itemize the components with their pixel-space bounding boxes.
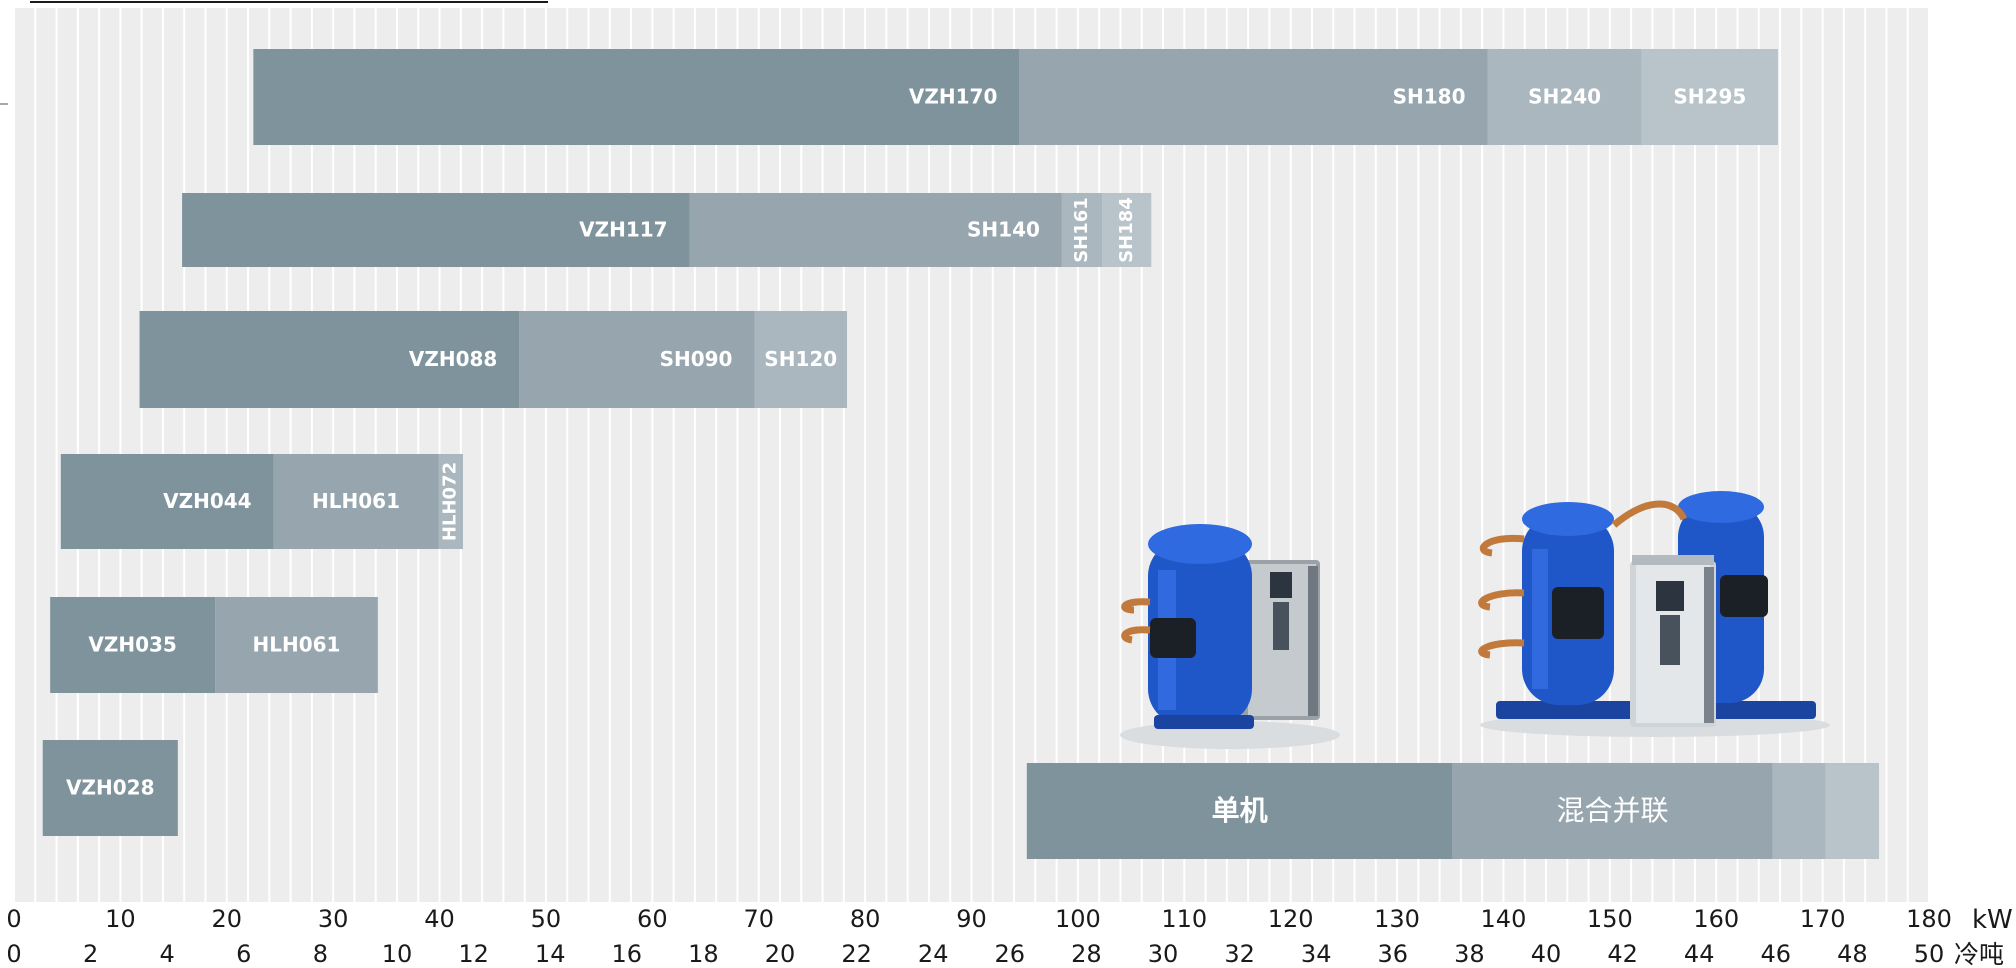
bar-segment-vzh117	[182, 193, 690, 267]
bar-segment-sh161	[1061, 193, 1103, 267]
ton-tick-label: 44	[1684, 940, 1715, 968]
bar-segment-hlh061	[215, 597, 378, 693]
bar-segment-vzh170	[253, 49, 1020, 145]
bar-label-vzh088: VZH088	[409, 347, 497, 371]
ton-tick-label: 32	[1224, 940, 1255, 968]
bar-segment-sh120	[754, 311, 848, 408]
bar-label-sh184: SH184	[1116, 197, 1137, 263]
kw-tick-label: 70	[743, 905, 774, 933]
bar-label-hlh061: HLH061	[312, 489, 400, 513]
legend-swatch	[1825, 763, 1879, 859]
ton-tick-label: 18	[688, 940, 719, 968]
ton-tick-label: 12	[458, 940, 489, 968]
x-axes: 0 10 20 30 40 50 60 70 80 90 100 110 120 130 140 150 160…	[6, 905, 2012, 968]
bar-segment-sh184	[1102, 193, 1152, 267]
bar-label-sh240: SH240	[1528, 85, 1601, 109]
bar-row: VZH170 SH180 SH240 SH295	[253, 49, 1778, 145]
bar-label-sh161: SH161	[1071, 197, 1092, 263]
bar-segment-vzh028	[42, 740, 178, 836]
bar-segment-sh180	[1019, 49, 1488, 145]
bar-row: VZH117 SH140 SH161 SH184	[182, 193, 1152, 267]
ton-tick-label: 14	[535, 940, 566, 968]
bar-label-vzh044: VZH044	[163, 489, 251, 513]
bar-label-vzh170: VZH170	[909, 85, 997, 109]
kw-tick-label: 180	[1906, 905, 1952, 933]
bar-label-sh090: SH090	[660, 347, 733, 371]
kw-tick-label: 100	[1055, 905, 1101, 933]
kw-tick-label: 10	[105, 905, 136, 933]
ton-tick-label: 46	[1761, 940, 1792, 968]
bar-label-sh180: SH180	[1393, 85, 1466, 109]
single-compressor-with-drive-illustration	[1120, 524, 1340, 749]
kw-tick-label: 60	[637, 905, 668, 933]
kw-tick-label: 50	[531, 905, 562, 933]
ton-tick-label: 0	[6, 940, 21, 968]
bar-segment-sh140	[689, 193, 1062, 267]
ton-tick-label: 48	[1837, 940, 1868, 968]
kw-tick-label: 0	[6, 905, 21, 933]
bar-label-sh120: SH120	[764, 347, 837, 371]
ton-tick-label: 50	[1914, 940, 1945, 968]
kw-tick-label: 140	[1481, 905, 1527, 933]
ton-tick-label: 22	[841, 940, 872, 968]
bar-row: VZH028	[42, 740, 178, 836]
bar-segment-vzh044	[60, 454, 274, 549]
bar-segment-vzh035	[50, 597, 216, 693]
kw-tick-label: 30	[318, 905, 349, 933]
kw-tick-label: 80	[850, 905, 881, 933]
kw-tick-label: 170	[1800, 905, 1846, 933]
kw-tick-label: 110	[1161, 905, 1207, 933]
kw-tick-label: 150	[1587, 905, 1633, 933]
legend-swatch	[1026, 763, 1453, 859]
bar-label-vzh028: VZH028	[66, 776, 154, 800]
kw-tick-label: 20	[212, 905, 243, 933]
ton-tick-label: 6	[236, 940, 251, 968]
bar-rows: VZH170 SH180 SH240 SH295 VZH117 SH140 SH161 SH1…	[42, 49, 1778, 836]
chart-legend: 单机 混合并联	[1026, 763, 1879, 859]
kw-tick-label: 130	[1374, 905, 1420, 933]
ton-tick-label: 10	[382, 940, 413, 968]
ton-tick-label: 20	[765, 940, 796, 968]
bar-label-hlh061: HLH061	[252, 633, 340, 657]
kw-unit-label: kW	[1972, 905, 2013, 935]
ton-tick-label: 8	[313, 940, 328, 968]
ton-tick-label: 42	[1607, 940, 1638, 968]
tandem-compressors-with-drive-illustration	[1478, 491, 1830, 737]
bar-label-vzh117: VZH117	[579, 218, 667, 242]
ton-tick-label: 36	[1378, 940, 1409, 968]
bar-segment-hlh061	[273, 454, 439, 549]
bar-segment-vzh088	[139, 311, 520, 408]
bar-label-vzh035: VZH035	[88, 633, 176, 657]
bar-segment-sh240	[1487, 49, 1642, 145]
ton-tick-label: 4	[160, 940, 175, 968]
ton-tick-label: 16	[612, 940, 643, 968]
ton-tick-label: 2	[83, 940, 98, 968]
ton-tick-label: 26	[995, 940, 1026, 968]
kw-tick-label: 90	[956, 905, 987, 933]
ton-tick-label: 40	[1531, 940, 1562, 968]
ton-tick-label: 34	[1301, 940, 1332, 968]
legend-label: 单机	[1212, 794, 1268, 827]
kw-tick-label: 120	[1268, 905, 1314, 933]
ton-tick-label: 24	[918, 940, 949, 968]
ton-tick-label: 28	[1071, 940, 1102, 968]
bar-segment-hlh072	[438, 454, 463, 549]
legend-swatch	[1772, 763, 1826, 859]
ton-tick-label: 30	[1148, 940, 1179, 968]
ton-tick-label: 38	[1454, 940, 1485, 968]
bar-label-sh295: SH295	[1673, 85, 1746, 109]
bar-row: VZH035 HLH061	[50, 597, 378, 693]
kw-tick-label: 160	[1693, 905, 1739, 933]
ton-unit-label: 冷吨	[1954, 940, 2004, 968]
legend-label: 混合并联	[1556, 794, 1668, 827]
bar-segment-sh090	[519, 311, 755, 408]
bar-label-sh140: SH140	[967, 218, 1040, 242]
kw-tick-label: 40	[424, 905, 455, 933]
bar-row: VZH088 SH090 SH120	[139, 311, 848, 408]
bar-segment-sh295	[1641, 49, 1778, 145]
bar-label-hlh072: HLH072	[440, 462, 461, 541]
bar-row: VZH044 HLH061 HLH072	[60, 454, 463, 549]
legend-swatch	[1452, 763, 1773, 859]
